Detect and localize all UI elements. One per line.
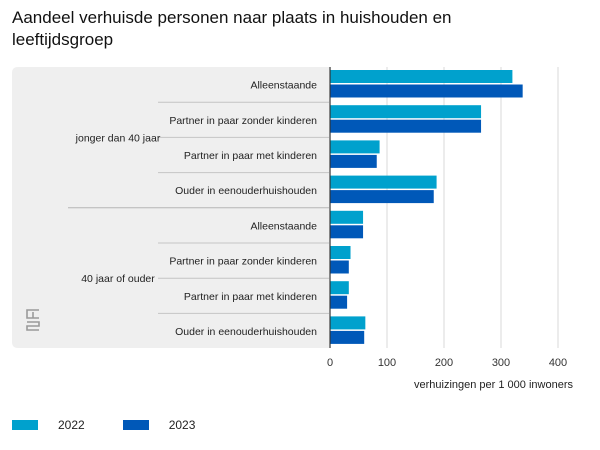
bar-2023 bbox=[330, 295, 348, 309]
legend-swatch-2022 bbox=[12, 420, 38, 430]
bar-2022 bbox=[330, 105, 482, 119]
bar-2022 bbox=[330, 70, 513, 83]
bar-2023 bbox=[330, 190, 434, 204]
bar-2022 bbox=[330, 246, 351, 259]
legend: 2022 2023 bbox=[12, 418, 233, 432]
x-tick-label: 0 bbox=[327, 357, 333, 369]
bar-2023 bbox=[330, 119, 482, 133]
category-label: Alleenstaande bbox=[250, 80, 317, 92]
bar-2023 bbox=[330, 330, 365, 344]
category-label: Ouder in eenouderhuishouden bbox=[175, 326, 317, 338]
x-tick-label: 300 bbox=[492, 357, 510, 369]
category-label: Partner in paar met kinderen bbox=[184, 150, 317, 162]
legend-label-2023: 2023 bbox=[168, 418, 196, 432]
bar-2023 bbox=[330, 154, 377, 168]
legend-label-2022: 2022 bbox=[58, 418, 85, 432]
bar-2023 bbox=[330, 225, 364, 239]
bar-2023 bbox=[330, 84, 523, 98]
group-label: 40 jaar of ouder bbox=[81, 273, 155, 285]
bar-2022 bbox=[330, 210, 364, 224]
legend-item-2023: 2023 bbox=[122, 418, 196, 432]
category-label: Partner in paar zonder kinderen bbox=[169, 256, 317, 268]
category-label: Partner in paar zonder kinderen bbox=[169, 115, 317, 127]
bar-2022 bbox=[330, 281, 349, 295]
category-label: Alleenstaande bbox=[250, 220, 317, 232]
bar-2022 bbox=[330, 316, 366, 330]
x-axis-title: verhuizingen per 1 000 inwoners bbox=[414, 379, 573, 391]
bar-2023 bbox=[330, 260, 349, 274]
x-tick-label: 400 bbox=[549, 357, 567, 369]
group-label: jonger dan 40 jaar bbox=[75, 132, 161, 144]
x-tick-label: 200 bbox=[435, 357, 453, 369]
chart-title: Aandeel verhuisde personen naar plaats i… bbox=[12, 8, 452, 49]
x-tick-label: 100 bbox=[378, 357, 396, 369]
category-label: Partner in paar met kinderen bbox=[184, 291, 317, 303]
legend-swatch-2023 bbox=[122, 420, 149, 430]
category-label: Ouder in eenouderhuishouden bbox=[175, 185, 317, 197]
bar-2022 bbox=[330, 175, 437, 189]
legend-item-2022: 2022 bbox=[12, 418, 85, 432]
bar-2022 bbox=[330, 140, 380, 154]
cbs-logo-icon bbox=[26, 309, 40, 331]
